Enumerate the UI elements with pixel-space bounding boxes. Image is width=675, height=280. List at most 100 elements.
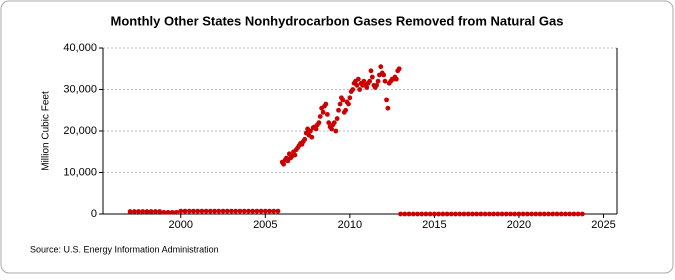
point — [354, 82, 360, 88]
point — [326, 120, 332, 126]
point — [503, 211, 509, 217]
point — [281, 161, 286, 167]
point — [499, 211, 505, 217]
point — [292, 152, 298, 158]
point — [212, 208, 217, 214]
y-tick-label: 30,000 — [63, 83, 97, 95]
point — [308, 128, 313, 134]
point — [398, 211, 403, 217]
point — [241, 208, 247, 214]
point — [571, 211, 577, 217]
point — [347, 95, 353, 101]
point — [309, 134, 315, 140]
point — [153, 209, 158, 214]
point — [220, 208, 226, 214]
point — [262, 208, 268, 214]
point — [302, 136, 308, 142]
point — [396, 66, 402, 72]
y-tick-label: 10,000 — [63, 166, 97, 178]
point — [453, 211, 458, 217]
point — [324, 112, 330, 117]
point — [558, 211, 564, 217]
point — [415, 211, 420, 217]
point — [334, 116, 340, 121]
point — [378, 64, 384, 70]
point — [448, 211, 454, 217]
point — [474, 211, 480, 217]
point — [250, 208, 256, 214]
point — [320, 109, 326, 115]
point — [423, 211, 429, 217]
point — [554, 211, 560, 217]
point — [385, 105, 391, 111]
point — [440, 211, 446, 217]
point — [465, 211, 471, 217]
point — [402, 211, 408, 217]
point — [478, 211, 484, 217]
point — [157, 209, 163, 214]
chart-title: Monthly Other States Nonhydrocarbon Gase… — [111, 13, 564, 28]
point — [271, 208, 277, 214]
point — [431, 211, 437, 217]
point — [579, 211, 585, 217]
point — [410, 211, 416, 217]
point — [199, 208, 205, 214]
y-tick-label: 0 — [91, 208, 97, 220]
point — [224, 208, 230, 214]
point — [246, 208, 251, 214]
point — [495, 211, 501, 217]
point — [524, 211, 530, 217]
point — [191, 208, 196, 214]
point — [457, 211, 463, 217]
point — [148, 209, 154, 214]
point — [427, 211, 433, 217]
point — [529, 211, 535, 217]
point — [419, 211, 425, 217]
point — [461, 211, 467, 217]
point — [233, 208, 239, 214]
point — [444, 211, 450, 217]
source-note: Source: U.S. Energy Information Administ… — [30, 244, 219, 254]
point — [195, 208, 201, 214]
point — [267, 208, 272, 214]
point — [317, 114, 323, 119]
point — [508, 211, 513, 217]
point — [470, 211, 475, 217]
point — [161, 209, 167, 215]
point — [406, 211, 412, 217]
x-tick-label: 2020 — [507, 219, 531, 231]
point — [127, 209, 133, 214]
point — [275, 208, 281, 214]
point — [336, 107, 341, 113]
y-axis-label: Million Cubic Feet — [41, 91, 52, 171]
x-tick-label: 2010 — [338, 219, 362, 231]
point — [254, 208, 260, 214]
point — [520, 211, 526, 217]
point — [237, 208, 243, 214]
point — [491, 211, 496, 217]
point — [541, 211, 547, 217]
point — [361, 78, 367, 84]
point — [178, 208, 184, 214]
point — [384, 97, 389, 103]
point — [382, 78, 388, 84]
point — [516, 211, 522, 217]
point — [436, 211, 442, 217]
point — [567, 211, 573, 217]
point — [369, 74, 375, 80]
point — [169, 209, 175, 215]
point — [374, 82, 379, 88]
point — [186, 208, 192, 214]
x-tick-label: 2000 — [169, 219, 193, 231]
point — [512, 211, 518, 217]
point — [486, 211, 492, 217]
x-tick-label: 2005 — [253, 219, 277, 231]
point — [229, 208, 234, 214]
y-tick-label: 20,000 — [63, 125, 97, 137]
point — [207, 208, 213, 214]
point — [140, 209, 146, 214]
point — [337, 101, 343, 107]
point — [482, 211, 488, 217]
chart-frame — [0, 0, 674, 274]
